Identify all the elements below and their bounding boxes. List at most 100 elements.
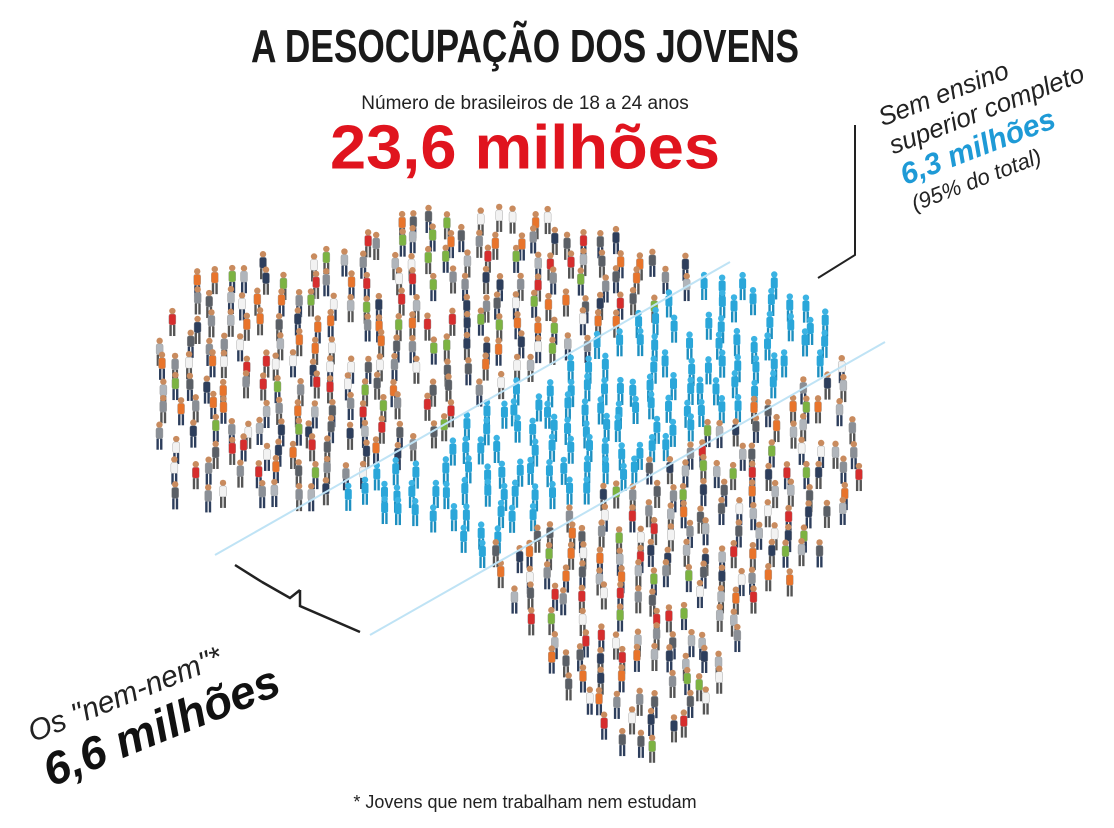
person <box>551 226 559 255</box>
person <box>193 315 202 344</box>
person <box>227 285 235 315</box>
person <box>647 391 655 420</box>
person <box>408 267 417 296</box>
person <box>637 729 645 758</box>
person <box>699 477 708 507</box>
person <box>481 352 490 381</box>
person <box>645 456 654 485</box>
person <box>430 336 438 365</box>
person <box>665 644 674 673</box>
person <box>514 414 522 443</box>
person <box>497 499 505 529</box>
person <box>463 411 471 441</box>
person <box>787 313 795 342</box>
person <box>531 438 539 467</box>
person <box>497 559 505 589</box>
person <box>461 476 469 505</box>
person <box>530 289 538 318</box>
person <box>730 294 738 323</box>
person <box>477 436 485 465</box>
person <box>295 417 303 446</box>
person <box>683 666 691 696</box>
bracket <box>234 563 361 634</box>
person <box>729 461 737 491</box>
band-line <box>214 261 731 556</box>
person <box>236 459 245 488</box>
person <box>665 604 673 633</box>
person <box>313 370 321 399</box>
person <box>772 413 781 443</box>
person <box>712 377 720 406</box>
person <box>665 394 673 423</box>
person <box>242 370 250 399</box>
person <box>768 538 776 568</box>
person <box>850 440 858 470</box>
person <box>424 245 432 275</box>
person <box>428 223 437 252</box>
person <box>786 568 794 597</box>
person <box>547 606 556 636</box>
person <box>211 440 220 469</box>
person <box>463 249 472 278</box>
person <box>311 400 319 429</box>
person <box>294 459 303 488</box>
person <box>295 328 304 357</box>
person <box>733 623 742 653</box>
person <box>510 585 519 614</box>
person <box>629 286 637 316</box>
person <box>497 370 505 400</box>
person <box>685 563 693 593</box>
person <box>219 395 228 424</box>
person <box>363 271 371 301</box>
person <box>204 456 213 485</box>
person <box>797 537 806 567</box>
person <box>701 517 710 546</box>
person <box>409 432 417 462</box>
person <box>531 483 539 512</box>
person <box>718 289 726 319</box>
person <box>526 581 535 610</box>
person <box>718 349 726 378</box>
person <box>755 521 763 550</box>
person <box>616 376 624 406</box>
person <box>211 265 219 295</box>
person <box>769 370 777 399</box>
person <box>408 225 417 254</box>
person <box>529 225 537 254</box>
person <box>583 373 591 402</box>
person <box>667 523 675 552</box>
person <box>648 248 657 277</box>
person <box>394 496 402 526</box>
person <box>679 482 687 512</box>
person <box>752 355 760 384</box>
person <box>527 607 535 636</box>
person <box>512 244 520 273</box>
person <box>239 433 248 462</box>
person <box>228 436 236 465</box>
person <box>799 413 807 442</box>
person <box>612 631 620 660</box>
person <box>704 356 712 385</box>
person <box>616 328 624 357</box>
person <box>362 439 371 468</box>
person <box>855 462 863 492</box>
person <box>207 309 216 338</box>
person <box>411 497 419 527</box>
person <box>764 563 773 592</box>
person <box>372 231 380 261</box>
person <box>463 293 471 323</box>
person <box>548 336 557 365</box>
person <box>648 734 656 763</box>
person <box>670 371 678 401</box>
person <box>802 460 811 490</box>
person <box>682 538 691 567</box>
person <box>567 435 575 464</box>
crowd <box>155 203 863 763</box>
person <box>457 223 466 253</box>
person <box>634 585 642 614</box>
person <box>601 352 609 381</box>
person <box>801 328 809 357</box>
person <box>392 457 400 486</box>
person <box>632 395 640 424</box>
person <box>804 500 813 529</box>
